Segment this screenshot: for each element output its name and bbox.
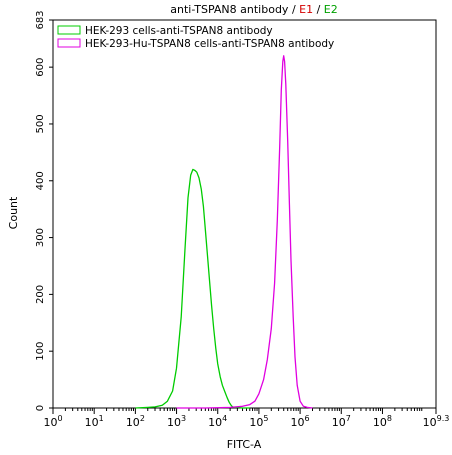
y-tick-label: 100 xyxy=(35,342,46,361)
legend: HEK-293 cells-anti-TSPAN8 antibodyHEK-29… xyxy=(57,25,334,50)
y-tick-label: 0 xyxy=(35,405,46,411)
legend-swatch-2 xyxy=(57,38,81,48)
title-part-0: anti-TSPAN8 antibody / xyxy=(170,3,299,16)
y-axis: 0 100 200 300 400 500 600 683 xyxy=(35,10,53,411)
x-tick-label: 100 xyxy=(43,414,62,429)
x-tick-label: 109.3 xyxy=(423,414,450,429)
x-tick-label: 103 xyxy=(167,414,186,429)
series-line-1 xyxy=(135,168,250,409)
y-tick-label: 500 xyxy=(35,114,46,133)
y-tick-label: 200 xyxy=(35,285,46,304)
chart-title: anti-TSPAN8 antibody / E1 / E2 xyxy=(170,3,338,16)
series-layer xyxy=(135,55,313,409)
x-tick-label: 106 xyxy=(291,414,310,429)
y-tick-label: 400 xyxy=(35,171,46,190)
x-tick-label: 107 xyxy=(332,414,351,429)
x-tick-label: 101 xyxy=(85,414,104,429)
plot-frame xyxy=(52,19,437,409)
x-tick-label: 105 xyxy=(249,414,268,429)
legend-swatch-1 xyxy=(57,25,81,35)
title-part-1: E1 xyxy=(299,3,313,16)
y-tick-label: 683 xyxy=(35,10,46,29)
x-axis: 100 101 102 103 104 105 106 107 108 109.3 xyxy=(43,408,449,429)
x-tick-label: 102 xyxy=(126,414,145,429)
y-axis-label: Count xyxy=(7,196,20,229)
x-tick-label: 104 xyxy=(208,414,227,429)
y-tick-label: 300 xyxy=(35,228,46,247)
title-part-3: E2 xyxy=(324,3,338,16)
x-tick-label: 108 xyxy=(373,414,392,429)
y-tick-label: 600 xyxy=(35,58,46,77)
legend-label-2: HEK-293-Hu-TSPAN8 cells-anti-TSPAN8 anti… xyxy=(85,38,334,50)
legend-label-1: HEK-293 cells-anti-TSPAN8 antibody xyxy=(85,25,273,37)
x-axis-label: FITC-A xyxy=(227,438,262,451)
series-line-2 xyxy=(176,55,313,409)
title-part-2: / xyxy=(313,3,324,16)
